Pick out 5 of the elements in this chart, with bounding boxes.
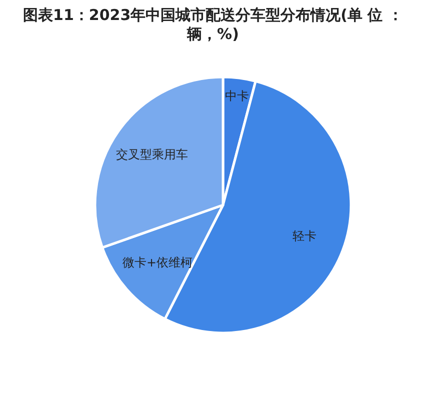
- chart-title: 图表11：2023年中国城市配送分车型分布情况(单 位 ：辆，%): [22, 6, 404, 44]
- slice-label: 交叉型乘用车: [116, 148, 188, 162]
- slice-label: 微卡+依维柯: [122, 255, 193, 270]
- slice-label: 轻卡: [292, 229, 316, 244]
- slice-label: 中卡: [225, 88, 250, 103]
